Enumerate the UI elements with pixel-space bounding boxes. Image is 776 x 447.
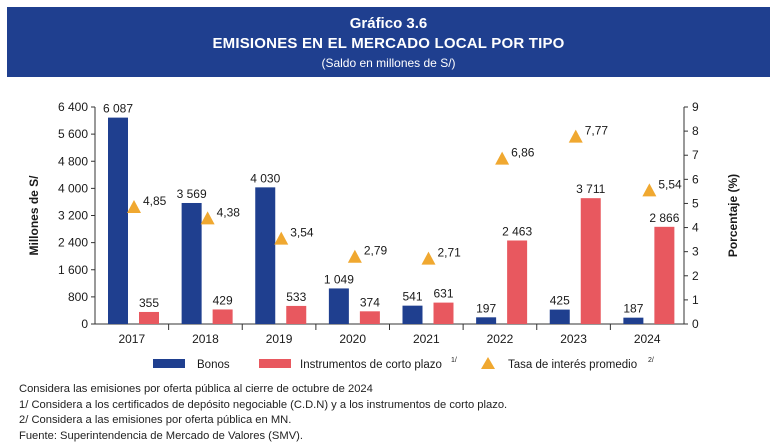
bar-instrumentos [580, 198, 601, 324]
x-tick-label: 2024 [634, 332, 661, 346]
bar-bonos [549, 309, 570, 324]
data-label-bonos: 425 [550, 294, 570, 308]
x-tick-label: 2017 [118, 332, 145, 346]
data-label-bonos: 3 569 [177, 187, 207, 201]
data-label-bonos: 1 049 [324, 272, 354, 286]
bar-bonos [328, 288, 349, 324]
chart-subtitle: (Saldo en millones de S/) [321, 56, 456, 70]
y2-tick-label: 1 [692, 293, 699, 307]
legend-note-rate: 2/ [648, 357, 654, 364]
data-label-bonos: 6 087 [103, 102, 133, 116]
x-tick-label: 2018 [192, 332, 219, 346]
bar-bonos [255, 187, 276, 324]
footnote: Considera las emisiones por oferta públi… [19, 383, 373, 395]
bar-instrumentos [286, 305, 307, 324]
data-label-instrumentos: 631 [433, 287, 453, 301]
y2-tick-label: 4 [692, 221, 699, 235]
y-tick-label: 4 000 [58, 181, 88, 195]
data-label-instrumentos: 2 866 [649, 211, 679, 225]
y-tick-label: 1 600 [58, 263, 88, 277]
bar-instrumentos [433, 302, 454, 324]
data-label-rate: 7,77 [585, 124, 609, 138]
legend-label-instrumentos: Instrumentos de corto plazo [300, 359, 442, 371]
data-label-instrumentos: 429 [213, 293, 233, 307]
data-label-instrumentos: 355 [139, 296, 159, 310]
bar-bonos [108, 117, 128, 324]
data-label-bonos: 541 [402, 290, 422, 304]
y2-tick-label: 3 [692, 245, 699, 259]
footnote: Fuente: Superintendencia de Mercado de V… [19, 429, 303, 442]
x-tick-label: 2019 [266, 332, 293, 346]
data-label-instrumentos: 533 [286, 290, 306, 304]
rate-marker [200, 211, 215, 225]
bar-bonos [476, 317, 497, 324]
y2-tick-label: 2 [692, 269, 699, 283]
legend-swatch-rate [481, 357, 495, 369]
rate-marker [274, 231, 289, 245]
footnote: 2/ Considera a las emisiones por oferta … [19, 414, 292, 426]
bar-instrumentos [212, 309, 233, 324]
footnote: 1/ Considera a los certificados de depós… [19, 398, 508, 411]
chart-number: Gráfico 3.6 [349, 15, 428, 32]
y-axis-title: Millones de S/ [27, 175, 41, 256]
rate-marker [127, 200, 141, 214]
chart-header: Gráfico 3.6 EMISIONES EN EL MERCADO LOCA… [7, 7, 770, 77]
legend-label-bonos: Bonos [197, 359, 230, 371]
rate-marker [347, 249, 362, 263]
data-label-rate: 4,85 [143, 194, 167, 208]
data-label-bonos: 4 030 [250, 171, 280, 185]
data-label-bonos: 187 [623, 302, 643, 316]
y-tick-label: 2 400 [58, 236, 88, 250]
bar-instrumentos [139, 311, 159, 324]
rate-marker [568, 129, 583, 143]
data-label-instrumentos: 3 711 [576, 182, 605, 196]
x-tick-label: 2023 [560, 332, 587, 346]
legend-swatch-instrumentos [259, 359, 291, 368]
bar-bonos [623, 317, 644, 324]
y2-tick-label: 0 [692, 317, 699, 331]
rate-marker [642, 183, 657, 197]
y2-tick-label: 7 [692, 148, 699, 162]
data-label-rate: 6,86 [511, 146, 535, 160]
data-label-rate: 3,54 [290, 226, 314, 240]
rate-marker [421, 251, 436, 265]
chart-title: EMISIONES EN EL MERCADO LOCAL POR TIPO [212, 35, 565, 52]
y-tick-label: 3 200 [58, 209, 88, 223]
data-label-rate: 5,54 [658, 177, 682, 191]
legend-note-instrumentos: 1/ [451, 357, 457, 364]
data-label-rate: 2,79 [364, 244, 388, 258]
x-tick-label: 2021 [413, 332, 440, 346]
legend-swatch-bonos [153, 359, 185, 368]
data-label-bonos: 197 [476, 301, 496, 315]
y-tick-label: 800 [68, 290, 88, 304]
y2-tick-label: 9 [692, 100, 699, 114]
y2-tick-label: 6 [692, 172, 699, 186]
x-tick-label: 2020 [339, 332, 366, 346]
data-label-instrumentos: 2 463 [502, 224, 532, 238]
data-label-rate: 2,71 [438, 246, 462, 260]
y2-axis-title: Porcentaje (%) [726, 174, 740, 257]
bar-bonos [402, 305, 423, 324]
bar-bonos [181, 202, 202, 324]
bar-instrumentos [359, 311, 380, 324]
y-tick-label: 6 400 [58, 100, 88, 114]
legend-label-rate: Tasa de interés promedio [508, 359, 637, 371]
x-tick-label: 2022 [487, 332, 514, 346]
rate-marker [495, 151, 510, 165]
y-tick-label: 0 [81, 317, 88, 331]
footnotes: Considera las emisiones por oferta públi… [19, 382, 507, 444]
data-label-rate: 4,38 [217, 205, 241, 219]
y2-tick-label: 8 [692, 124, 699, 138]
y2-tick-label: 5 [692, 196, 699, 210]
bar-instrumentos [654, 226, 675, 324]
data-label-instrumentos: 374 [360, 295, 380, 309]
y-tick-label: 5 600 [58, 127, 88, 141]
y-tick-label: 4 800 [58, 154, 88, 168]
bar-instrumentos [507, 240, 528, 324]
emissions-chart: 0 800 1 600 2 400 3 200 4 000 4 800 5 600 6 400 0… [27, 100, 740, 371]
